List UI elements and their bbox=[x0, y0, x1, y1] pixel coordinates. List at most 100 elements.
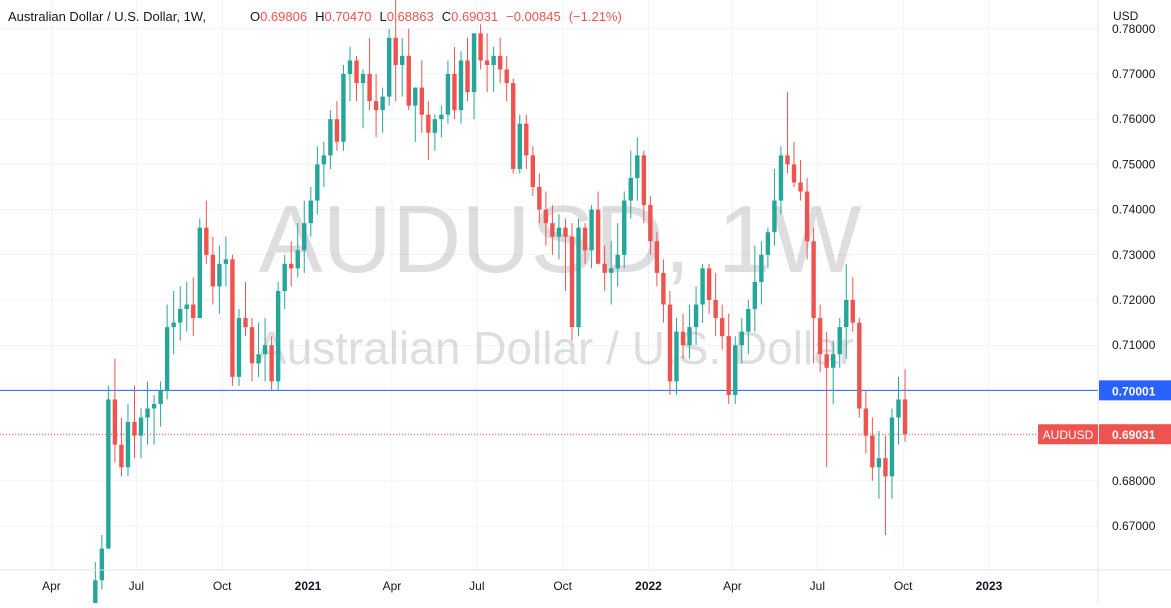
candle-body bbox=[622, 200, 627, 255]
time-tick-label: Apr bbox=[723, 579, 742, 593]
candle bbox=[556, 214, 562, 260]
candle-body bbox=[844, 300, 849, 328]
candle bbox=[158, 381, 163, 427]
candle bbox=[550, 205, 555, 255]
candle bbox=[680, 313, 686, 359]
candle bbox=[876, 431, 882, 499]
candle bbox=[439, 105, 444, 138]
candle bbox=[889, 408, 895, 499]
candle-body bbox=[608, 268, 614, 273]
watermark-symbol: AUDUSD, 1W bbox=[259, 186, 862, 293]
candle-body bbox=[236, 318, 242, 377]
legend-high-label: H bbox=[315, 9, 325, 24]
legend-low-value: 0.68863 bbox=[386, 9, 434, 24]
candle-body bbox=[217, 263, 222, 287]
candle-body bbox=[426, 114, 431, 133]
candle-body bbox=[484, 60, 490, 65]
grid bbox=[0, 0, 1098, 570]
time-tick-label: Jul bbox=[469, 579, 484, 593]
candle-body bbox=[184, 304, 189, 310]
price-tick-label: 0.71000 bbox=[1112, 338, 1156, 352]
time-tick-label: 2022 bbox=[635, 579, 662, 593]
candle-body bbox=[700, 268, 705, 305]
time-tick-label: Oct bbox=[213, 579, 232, 593]
candle bbox=[471, 33, 477, 120]
candle-body bbox=[308, 200, 313, 224]
candle-body bbox=[569, 236, 575, 328]
candle bbox=[811, 227, 816, 364]
candle bbox=[164, 304, 170, 400]
candle-body bbox=[556, 227, 562, 237]
candle bbox=[432, 114, 438, 151]
candle-body bbox=[896, 399, 901, 418]
candle-body bbox=[798, 182, 803, 192]
candle-body bbox=[93, 580, 98, 608]
candle-body bbox=[687, 327, 692, 346]
candle bbox=[693, 286, 699, 346]
candle-body bbox=[576, 227, 581, 328]
candle bbox=[380, 87, 385, 133]
candle-body bbox=[693, 304, 699, 328]
candle bbox=[563, 218, 568, 291]
candle-body bbox=[386, 37, 392, 97]
candle bbox=[151, 394, 157, 445]
candle bbox=[341, 64, 346, 151]
candle bbox=[517, 114, 522, 174]
candle bbox=[295, 223, 300, 278]
candle-body bbox=[458, 60, 464, 111]
candle-body bbox=[628, 177, 633, 201]
candle bbox=[197, 218, 202, 319]
legend-low-label: L bbox=[379, 9, 387, 24]
candle-body bbox=[354, 60, 359, 84]
candle-body bbox=[765, 232, 771, 255]
candle-body bbox=[282, 263, 287, 291]
candle-body bbox=[530, 155, 536, 187]
candle-body bbox=[648, 205, 653, 242]
candle-body bbox=[876, 458, 882, 468]
candle-body bbox=[380, 96, 385, 111]
candle-body bbox=[563, 227, 568, 237]
candle-body bbox=[138, 417, 144, 436]
candle-body bbox=[746, 309, 751, 332]
candle-body bbox=[759, 254, 764, 282]
candle-body bbox=[347, 60, 353, 74]
candle bbox=[132, 385, 137, 459]
candle bbox=[386, 28, 392, 106]
candle bbox=[857, 318, 862, 418]
candle bbox=[863, 390, 869, 454]
candle bbox=[256, 322, 261, 377]
candle-body bbox=[830, 354, 836, 368]
candle bbox=[524, 114, 529, 169]
candle bbox=[452, 46, 457, 120]
candles bbox=[93, 0, 908, 608]
candle bbox=[393, 0, 398, 102]
candle-body bbox=[635, 155, 640, 178]
candle bbox=[870, 417, 875, 481]
candle bbox=[511, 78, 516, 174]
candle bbox=[145, 381, 150, 445]
price-tick-label: 0.74000 bbox=[1112, 203, 1156, 217]
candle bbox=[791, 141, 797, 187]
candle-body bbox=[785, 155, 790, 165]
candle-body bbox=[706, 268, 712, 300]
candle-body bbox=[439, 114, 444, 120]
candle bbox=[315, 146, 320, 215]
candle-body bbox=[863, 408, 869, 436]
time-tick-label: Apr bbox=[383, 579, 402, 593]
candle bbox=[902, 369, 908, 442]
candle-body bbox=[191, 304, 196, 319]
candle-body bbox=[256, 354, 261, 364]
candle bbox=[243, 281, 248, 337]
horizontal-line-price-badge bbox=[1099, 380, 1171, 401]
candle bbox=[635, 137, 640, 201]
candle-body bbox=[667, 304, 673, 382]
candle-body bbox=[595, 209, 601, 264]
symbol-tag-badge bbox=[1038, 424, 1098, 445]
candle-body bbox=[106, 399, 111, 549]
candle bbox=[844, 263, 849, 359]
candle-body bbox=[289, 263, 294, 269]
currency-label: USD bbox=[1113, 9, 1139, 23]
candle bbox=[406, 28, 411, 111]
